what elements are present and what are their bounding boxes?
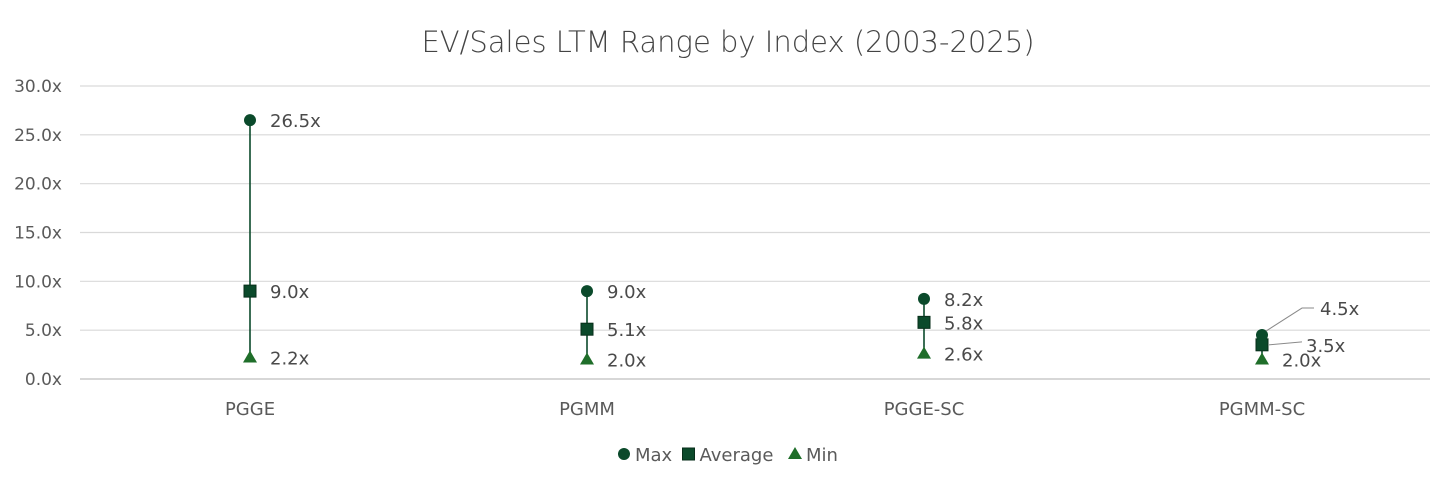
max-data-label: 8.2x	[944, 290, 984, 311]
data-markers	[243, 114, 1269, 365]
y-tick-label: 5.0x	[25, 321, 62, 341]
min-data-label: 2.6x	[944, 345, 984, 366]
min-marker	[917, 346, 931, 359]
y-tick-label: 20.0x	[14, 175, 62, 195]
average-marker	[917, 315, 931, 329]
data-labels: 26.5x 9.0x 8.2x 4.5x 9.0x 5.1x 5.8x 3.5x 2.2x 2.0…	[270, 111, 1360, 371]
legend-min-marker	[788, 447, 802, 459]
leader-line	[1265, 307, 1314, 332]
y-tick-label: 30.0x	[14, 77, 62, 97]
y-tick-label: 0.0x	[25, 370, 62, 390]
average-marker	[243, 284, 257, 298]
min-marker	[580, 352, 594, 365]
min-marker	[243, 350, 257, 363]
range-lines	[249, 120, 1263, 360]
x-axis-ticks: PGGE PGMM PGGE-SC PGMM-SC	[225, 399, 1305, 420]
x-tick-label: PGMM	[559, 399, 615, 420]
average-data-label: 5.1x	[607, 320, 647, 341]
leader-line	[1268, 341, 1303, 346]
max-marker	[244, 114, 256, 127]
y-tick-label: 10.0x	[14, 272, 62, 292]
max-marker	[581, 285, 593, 298]
y-tick-label: 15.0x	[14, 224, 62, 244]
min-data-label: 2.0x	[1282, 350, 1322, 371]
x-tick-label: PGGE-SC	[884, 399, 965, 420]
legend-average-marker	[682, 447, 695, 461]
average-marker	[580, 322, 594, 336]
y-tick-label: 25.0x	[14, 126, 62, 146]
max-data-label: 26.5x	[270, 111, 321, 132]
x-tick-label: PGGE	[225, 399, 275, 420]
legend-max-marker	[618, 448, 630, 460]
gridlines	[80, 85, 1430, 380]
average-data-label: 3.5x	[1306, 336, 1346, 357]
x-tick-label: PGMM-SC	[1219, 399, 1305, 420]
max-data-label: 9.0x	[607, 282, 647, 303]
max-data-label: 4.5x	[1320, 299, 1360, 320]
min-data-label: 2.2x	[270, 349, 310, 370]
legend: Max Average Min	[618, 445, 838, 466]
max-marker	[1256, 329, 1268, 342]
chart-title: EV/Sales LTM Range by Index (2003-2025)	[421, 25, 1034, 59]
min-marker	[1255, 352, 1269, 365]
legend-max-label: Max	[635, 445, 673, 466]
legend-min-label: Min	[806, 445, 838, 466]
average-data-label: 5.8x	[944, 313, 984, 334]
legend-average-label: Average	[700, 445, 774, 466]
average-data-label: 9.0x	[270, 282, 310, 303]
y-axis-ticks: 0.0x 5.0x 10.0x 15.0x 20.0x 25.0x 30.0x	[14, 77, 62, 390]
max-marker	[918, 292, 930, 305]
min-data-label: 2.0x	[607, 350, 647, 371]
